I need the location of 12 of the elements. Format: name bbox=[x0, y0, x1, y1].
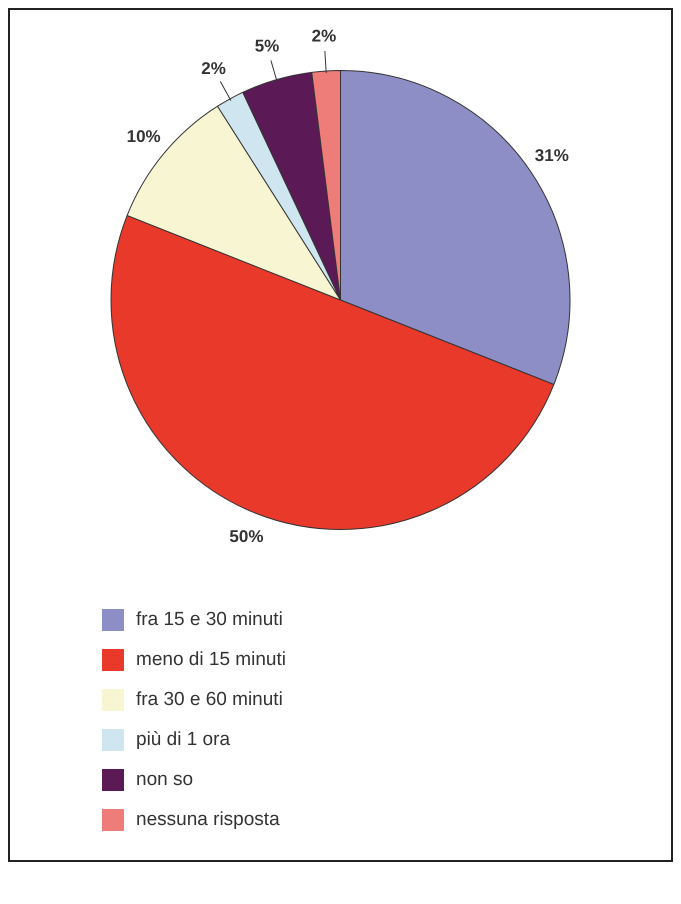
legend-label: più di 1 ora bbox=[136, 729, 230, 751]
data-label: 10% bbox=[126, 126, 161, 146]
legend-label: fra 30 e 60 minuti bbox=[136, 689, 283, 711]
legend-label: meno di 15 minuti bbox=[136, 649, 286, 671]
legend-label: fra 15 e 30 minuti bbox=[136, 609, 283, 631]
data-label: 5% bbox=[254, 36, 280, 56]
legend-label: non so bbox=[136, 769, 194, 791]
data-label: 50% bbox=[229, 527, 264, 546]
data-label: 2% bbox=[312, 26, 336, 46]
data-label: 31% bbox=[534, 146, 569, 166]
legend-label: nessuna risposta bbox=[136, 809, 280, 831]
data-label: 2% bbox=[201, 58, 226, 78]
